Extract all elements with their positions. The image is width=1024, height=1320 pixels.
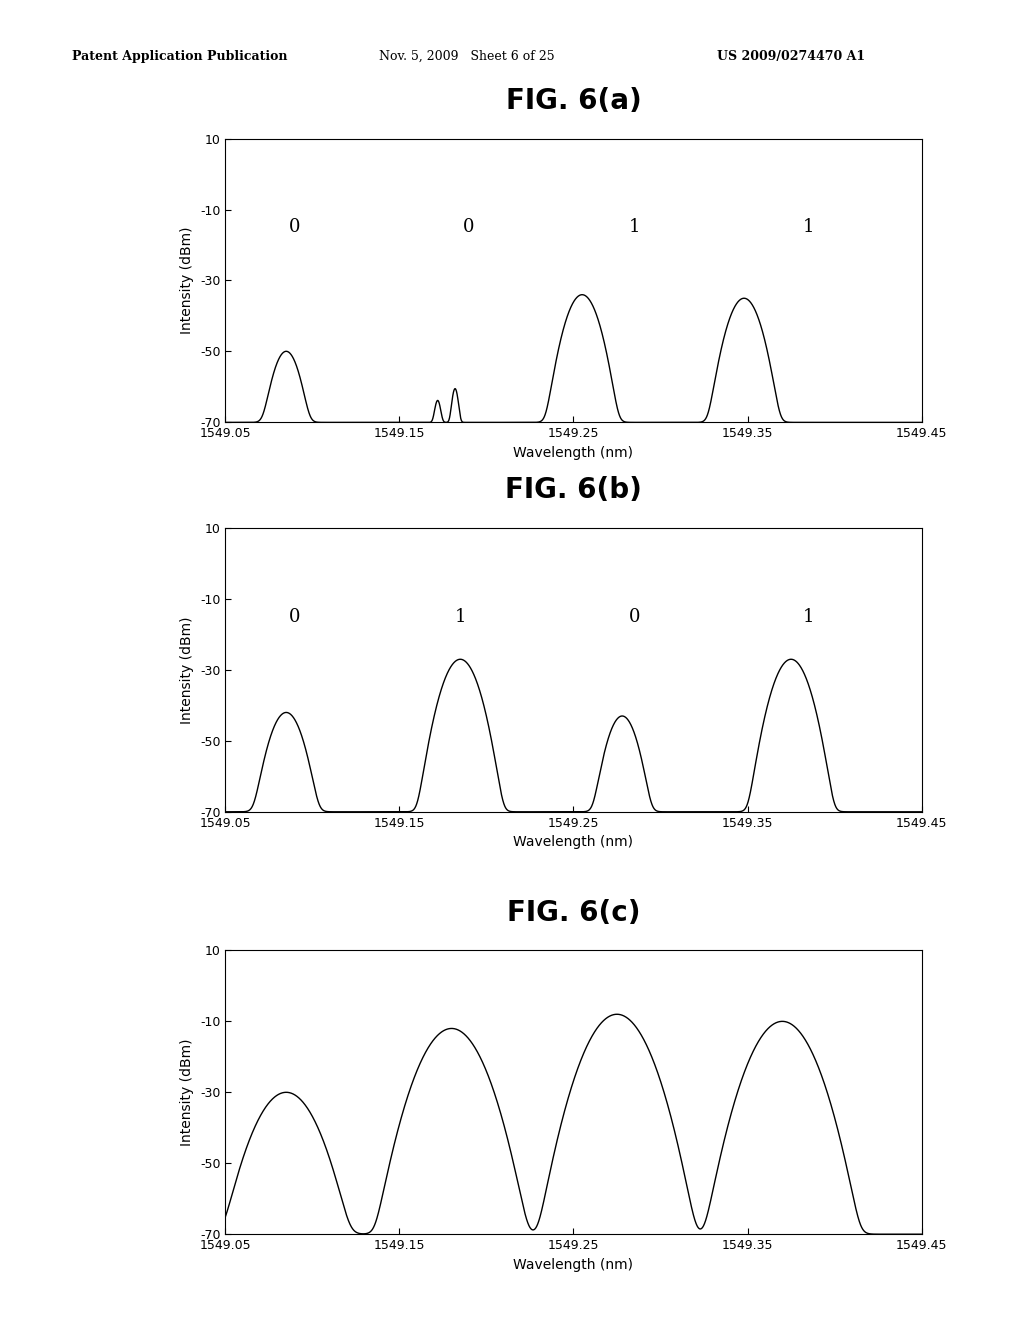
X-axis label: Wavelength (nm): Wavelength (nm) (513, 836, 634, 849)
Text: 1: 1 (803, 607, 814, 626)
Text: 0: 0 (289, 218, 301, 236)
Text: FIG. 6(b): FIG. 6(b) (505, 477, 642, 504)
Text: FIG. 6(c): FIG. 6(c) (507, 899, 640, 927)
Text: 1: 1 (629, 218, 640, 236)
Text: 1: 1 (803, 218, 814, 236)
X-axis label: Wavelength (nm): Wavelength (nm) (513, 1258, 634, 1271)
Text: Nov. 5, 2009   Sheet 6 of 25: Nov. 5, 2009 Sheet 6 of 25 (379, 50, 555, 63)
Text: 0: 0 (629, 607, 640, 626)
Text: 0: 0 (463, 218, 475, 236)
Text: 0: 0 (289, 607, 301, 626)
Y-axis label: Intensity (dBm): Intensity (dBm) (180, 227, 195, 334)
Text: 1: 1 (455, 607, 466, 626)
Y-axis label: Intensity (dBm): Intensity (dBm) (180, 1039, 195, 1146)
Text: Patent Application Publication: Patent Application Publication (72, 50, 287, 63)
X-axis label: Wavelength (nm): Wavelength (nm) (513, 446, 634, 459)
Text: US 2009/0274470 A1: US 2009/0274470 A1 (717, 50, 865, 63)
Text: FIG. 6(a): FIG. 6(a) (506, 87, 641, 115)
Y-axis label: Intensity (dBm): Intensity (dBm) (180, 616, 195, 723)
